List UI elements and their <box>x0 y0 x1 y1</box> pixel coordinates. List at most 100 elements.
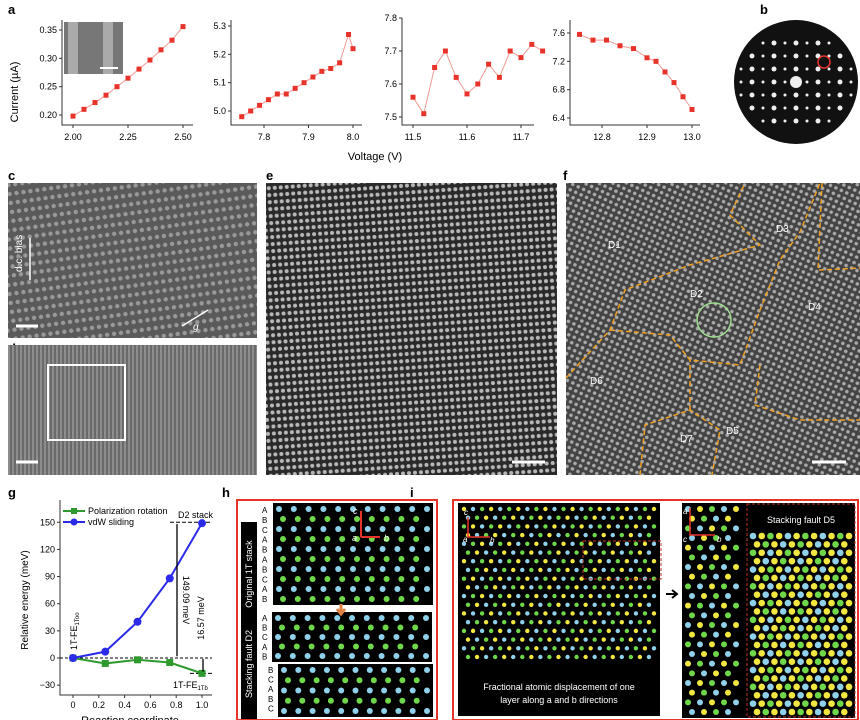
atom <box>819 599 827 607</box>
atom <box>295 708 302 714</box>
atom <box>335 586 342 592</box>
atom <box>547 567 552 573</box>
data-point <box>432 65 438 70</box>
atom <box>424 586 430 592</box>
atom <box>793 666 800 674</box>
data-point <box>125 75 131 81</box>
atom <box>606 646 611 651</box>
atom <box>497 576 503 581</box>
atom <box>378 653 385 659</box>
atom <box>409 546 416 552</box>
atom <box>845 666 853 674</box>
atom <box>775 650 783 657</box>
atom <box>606 611 611 616</box>
atom <box>828 616 835 624</box>
atom <box>338 708 345 714</box>
atom <box>633 646 639 651</box>
atom <box>281 667 287 673</box>
atom <box>689 709 695 715</box>
atom <box>828 566 835 573</box>
atom <box>637 515 643 520</box>
atom <box>685 641 691 648</box>
atom <box>507 646 512 651</box>
atom <box>836 532 844 540</box>
data-point <box>310 74 316 80</box>
atom <box>570 559 575 564</box>
atom <box>615 506 621 512</box>
atom <box>474 567 480 573</box>
atom <box>383 536 390 542</box>
atom <box>383 516 390 522</box>
diffraction-spot <box>749 105 755 111</box>
atom <box>579 524 584 529</box>
atom <box>335 506 342 512</box>
atom <box>606 524 611 529</box>
atom <box>294 516 301 522</box>
diffraction-spot <box>793 92 799 98</box>
atom <box>689 535 695 541</box>
atom <box>334 634 341 640</box>
atom <box>709 544 715 551</box>
atom <box>788 557 796 565</box>
atom <box>574 567 579 573</box>
atom <box>294 556 301 562</box>
atom <box>556 515 561 520</box>
fault-label: Stacking fault D5 <box>767 515 835 525</box>
atom <box>556 585 561 590</box>
atom <box>701 612 707 619</box>
atom <box>409 526 416 532</box>
domain-label-d7: D7 <box>680 434 693 445</box>
atom <box>350 526 356 532</box>
data-point <box>453 74 459 80</box>
x-tick-label: 2.00 <box>64 132 82 142</box>
atom <box>832 641 839 649</box>
atom <box>465 567 471 573</box>
atom <box>280 556 286 562</box>
atom <box>483 654 489 660</box>
atom <box>507 524 512 529</box>
atom <box>538 602 543 607</box>
y-tick-label: 0.30 <box>39 53 57 63</box>
atom <box>819 650 827 657</box>
atom <box>689 651 695 657</box>
atom <box>845 532 853 540</box>
atom <box>814 574 822 582</box>
atom <box>592 619 597 625</box>
y-tick-label: 7.2 <box>552 56 565 66</box>
stack-letter: A <box>262 614 268 623</box>
atom <box>606 628 611 634</box>
energy-label: 149.09 meV <box>181 576 191 625</box>
atom <box>534 541 539 547</box>
atom <box>565 532 570 538</box>
atom <box>592 567 597 573</box>
atom <box>547 585 552 590</box>
atom <box>385 677 392 684</box>
data-point <box>158 47 164 53</box>
atom <box>615 593 621 599</box>
diffraction-spot <box>805 41 809 45</box>
atom <box>280 516 286 522</box>
data-point <box>103 92 109 98</box>
data-point <box>136 66 142 72</box>
atom <box>501 532 507 538</box>
atom <box>685 564 691 570</box>
stack-letter: A <box>262 556 268 565</box>
atom <box>470 506 476 512</box>
atom <box>465 585 471 590</box>
atom <box>840 557 848 565</box>
axis <box>569 20 700 126</box>
atom <box>628 550 634 555</box>
atom <box>538 585 543 590</box>
atom <box>501 585 507 590</box>
atom <box>334 615 341 621</box>
atom <box>788 708 796 716</box>
diffraction-spot <box>815 105 821 111</box>
atom <box>304 653 311 659</box>
atom <box>601 532 606 538</box>
atom <box>697 680 703 686</box>
atom <box>538 654 543 660</box>
atom <box>461 559 467 564</box>
atom <box>610 532 615 538</box>
atom <box>784 582 792 590</box>
atom <box>771 658 778 666</box>
